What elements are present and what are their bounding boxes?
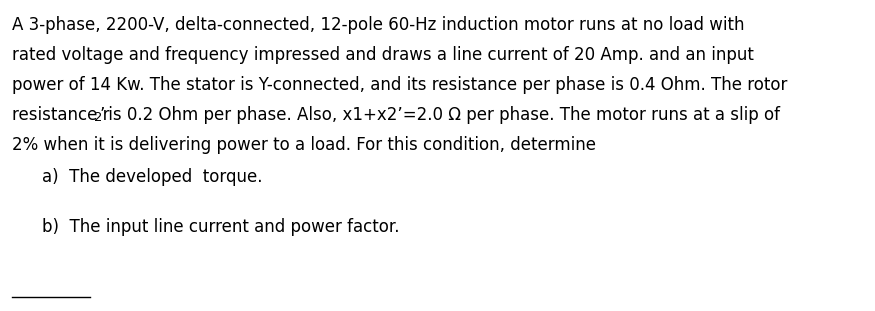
Text: a)  The developed  torque.: a) The developed torque.	[42, 168, 262, 186]
Text: 2% when it is delivering power to a load. For this condition, determine: 2% when it is delivering power to a load…	[12, 136, 596, 154]
Text: rated voltage and frequency impressed and draws a line current of 20 Amp. and an: rated voltage and frequency impressed an…	[12, 46, 754, 64]
Text: is 0.2 Ohm per phase. Also, x1+x2’=2.0 Ω per phase. The motor runs at a slip of: is 0.2 Ohm per phase. Also, x1+x2’=2.0 Ω…	[103, 106, 780, 124]
Text: 2: 2	[94, 111, 102, 124]
Text: power of 14 Kw. The stator is Y-connected, and its resistance per phase is 0.4 O: power of 14 Kw. The stator is Y-connecte…	[12, 76, 788, 94]
Text: b)  The input line current and power factor.: b) The input line current and power fact…	[42, 218, 400, 236]
Text: ’: ’	[100, 106, 105, 124]
Text: A 3-phase, 2200-V, delta-connected, 12-pole 60-Hz induction motor runs at no loa: A 3-phase, 2200-V, delta-connected, 12-p…	[12, 16, 745, 34]
Text: resistance r: resistance r	[12, 106, 109, 124]
